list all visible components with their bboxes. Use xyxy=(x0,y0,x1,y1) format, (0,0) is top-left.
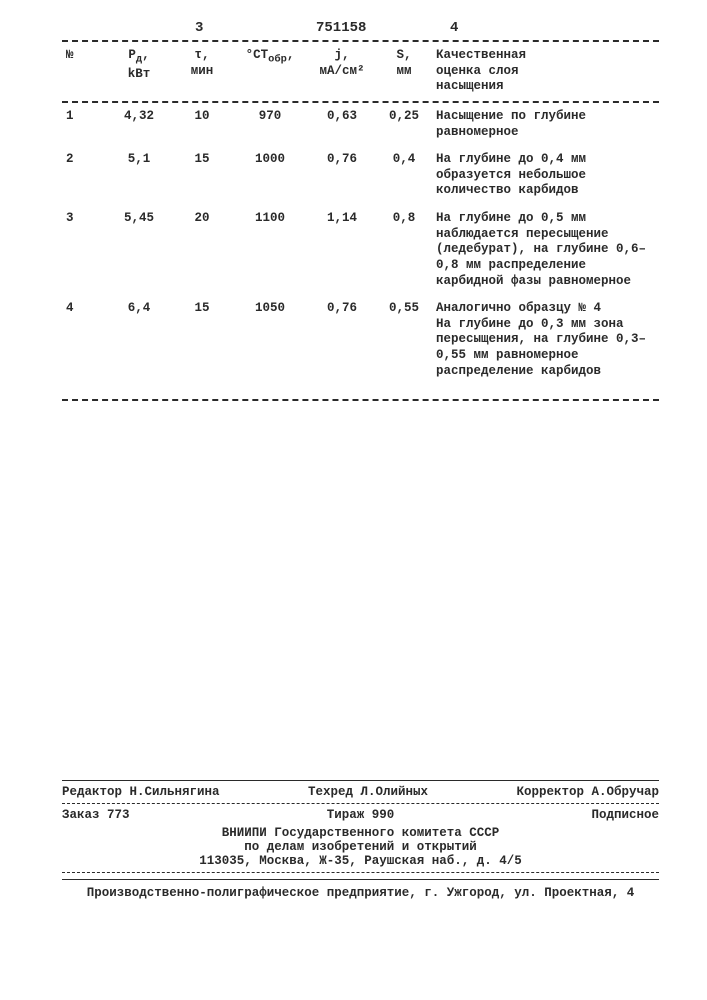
imprint-block: Редактор Н.Сильнягина Техред Л.Олийных К… xyxy=(62,780,659,900)
table-row: 3 5,45 20 1100 1,14 0,8 На глубине до 0,… xyxy=(62,205,659,295)
org-line-2: по делам изобретений и открытий xyxy=(62,840,659,854)
cell-quality: Аналогично образцу № 4На глубине до 0,3 … xyxy=(432,295,659,385)
cell-p: 4,32 xyxy=(106,103,172,146)
cell-tau: 15 xyxy=(172,295,232,385)
cell-j: 1,14 xyxy=(308,205,376,295)
cell-quality: Насыщение по глубине равномерное xyxy=(432,103,659,146)
cell-tobr: 1050 xyxy=(232,295,308,385)
data-table: № Pд, kВт τ, мин °CTобр, j, мА/см² xyxy=(62,40,659,401)
col-header-quality: Качественная оценка слоя насыщения xyxy=(432,42,659,101)
col-header-j: j, мА/см² xyxy=(308,42,376,101)
printrun: Тираж 990 xyxy=(327,808,395,822)
cell-num: 3 xyxy=(62,205,106,295)
col-header-p: Pд, kВт xyxy=(106,42,172,101)
col-header-num: № xyxy=(62,42,106,101)
cell-tau: 15 xyxy=(172,146,232,205)
techred: Техред Л.Олийных xyxy=(308,785,428,799)
org-address: 113035, Москва, Ж-35, Раушская наб., д. … xyxy=(62,854,659,868)
credits-row: Редактор Н.Сильнягина Техред Л.Олийных К… xyxy=(62,781,659,803)
col-num-right: 4 xyxy=(450,20,458,36)
cell-quality: На глубине до 0,4 мм образуется небольшо… xyxy=(432,146,659,205)
cell-s: 0,4 xyxy=(376,146,432,205)
cell-j: 0,76 xyxy=(308,295,376,385)
cell-s: 0,8 xyxy=(376,205,432,295)
cell-p: 6,4 xyxy=(106,295,172,385)
col-header-tobr: °CTобр, xyxy=(232,42,308,101)
table-header-row: № Pд, kВт τ, мин °CTобр, j, мА/см² xyxy=(62,42,659,101)
order: Заказ 773 xyxy=(62,808,130,822)
col-num-left: 3 xyxy=(195,20,203,36)
document-number: 751158 xyxy=(316,20,366,36)
table-rule-bottom xyxy=(62,399,659,401)
cell-num: 4 xyxy=(62,295,106,385)
subscription: Подписное xyxy=(591,808,659,822)
cell-num: 2 xyxy=(62,146,106,205)
cell-s: 0,55 xyxy=(376,295,432,385)
cell-s: 0,25 xyxy=(376,103,432,146)
proofreader: Корректор А.Обручар xyxy=(516,785,659,799)
cell-j: 0,76 xyxy=(308,146,376,205)
cell-tau: 10 xyxy=(172,103,232,146)
cell-p: 5,45 xyxy=(106,205,172,295)
cell-tau: 20 xyxy=(172,205,232,295)
cell-tobr: 1100 xyxy=(232,205,308,295)
cell-p: 5,1 xyxy=(106,146,172,205)
cell-tobr: 1000 xyxy=(232,146,308,205)
table-row: 4 6,4 15 1050 0,76 0,55 Аналогично образ… xyxy=(62,295,659,385)
table-row: 2 5,1 15 1000 0,76 0,4 На глубине до 0,4… xyxy=(62,146,659,205)
col-header-tau: τ, мин xyxy=(172,42,232,101)
cell-num: 1 xyxy=(62,103,106,146)
cell-tobr: 970 xyxy=(232,103,308,146)
order-row: Заказ 773 Тираж 990 Подписное xyxy=(62,804,659,826)
cell-quality: На глубине до 0,5 мм наблюдается пересыщ… xyxy=(432,205,659,295)
col-header-s: S, мм xyxy=(376,42,432,101)
editor: Редактор Н.Сильнягина xyxy=(62,785,220,799)
org-line-1: ВНИИПИ Государственного комитета СССР xyxy=(62,826,659,840)
table-row: 1 4,32 10 970 0,63 0,25 Насыщение по глу… xyxy=(62,103,659,146)
press-line: Производственно-полиграфическое предприя… xyxy=(62,880,659,900)
cell-j: 0,63 xyxy=(308,103,376,146)
